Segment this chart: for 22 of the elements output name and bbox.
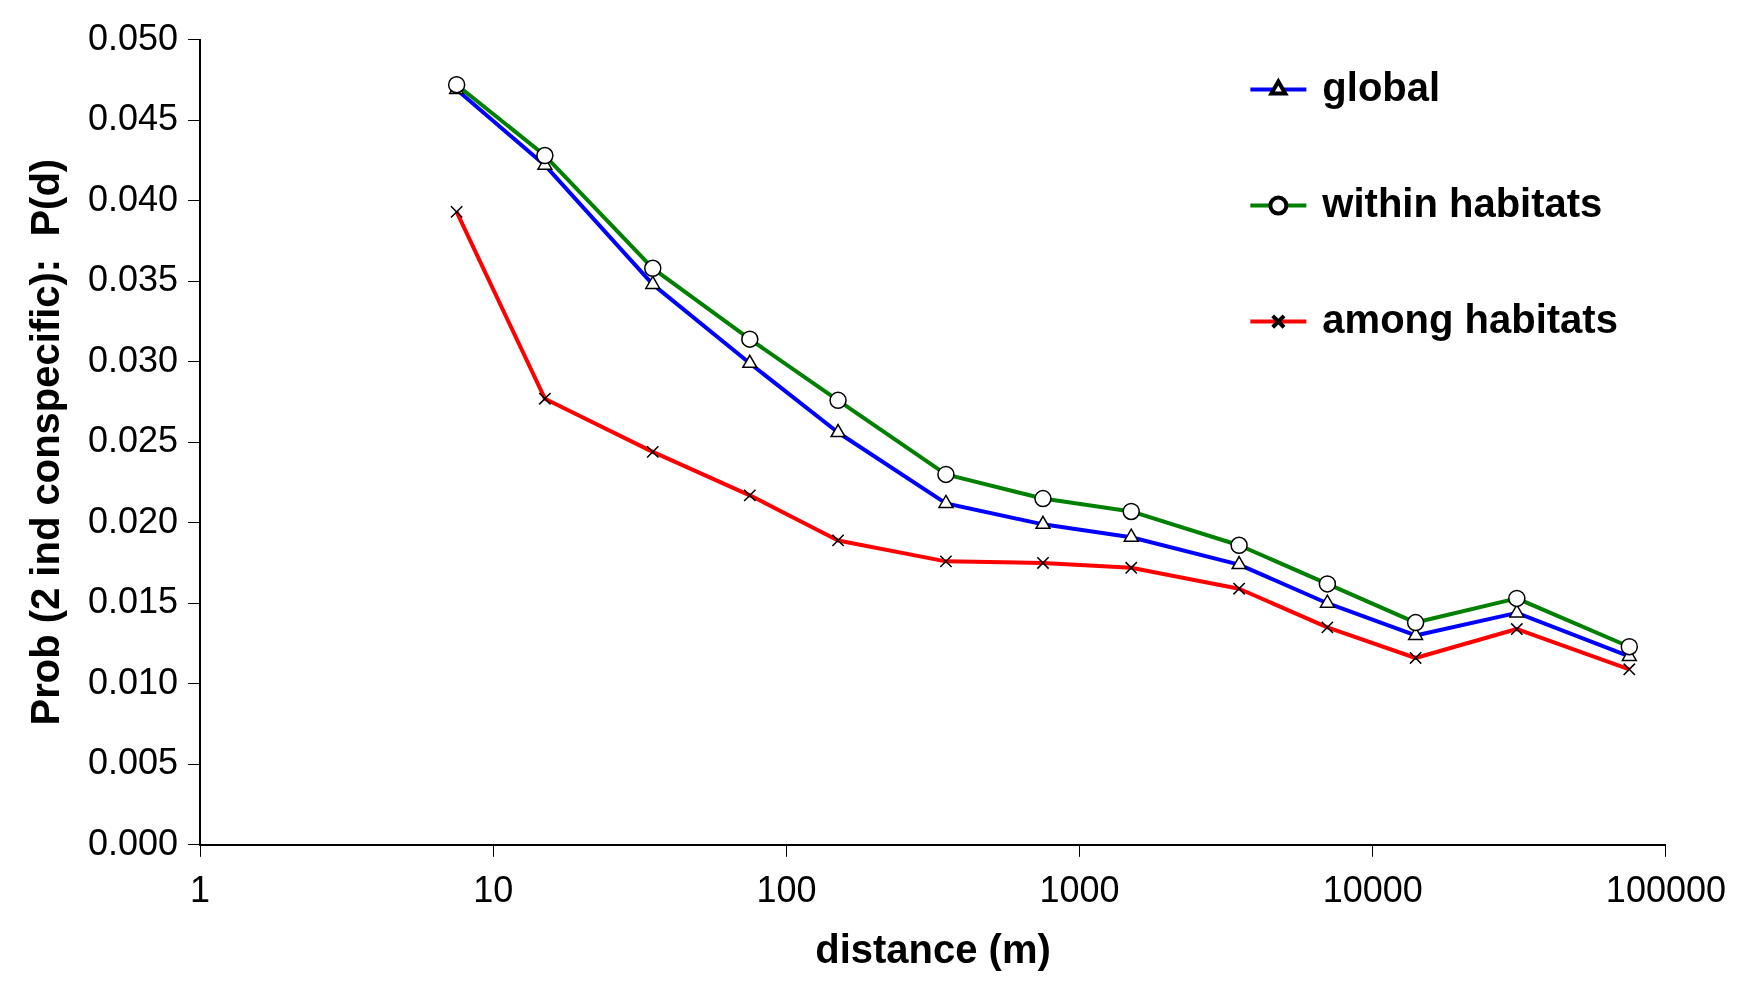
y-tick-label: 0.005	[87, 741, 179, 783]
legend-label: among habitats	[1322, 296, 1618, 341]
x-axis-title: distance (m)	[815, 927, 1051, 972]
x-tick-label: 100000	[1605, 869, 1727, 911]
y-tick-label: 0.035	[87, 258, 179, 300]
y-tick-label: 0.000	[87, 821, 179, 863]
legend-label: within habitats	[1321, 180, 1603, 225]
x-tick-label: 1	[190, 869, 211, 911]
x-tick-label: 10000	[1322, 869, 1423, 911]
y-tick-label: 0.010	[87, 660, 179, 702]
y-tick-label: 0.015	[87, 580, 179, 622]
x-tick-label: 10	[473, 869, 514, 911]
y-tick-label: 0.030	[87, 338, 179, 380]
x-tick-label: 100	[756, 869, 817, 911]
x-tick-label: 1000	[1039, 869, 1120, 911]
y-tick-label: 0.025	[87, 419, 179, 461]
y-tick-label: 0.020	[87, 499, 179, 541]
y-tick-label: 0.040	[87, 177, 179, 219]
y-axis-title: Prob (2 ind conspecific): P(d)	[23, 158, 68, 726]
y-tick-label: 0.045	[87, 97, 179, 139]
y-tick-label: 0.050	[87, 16, 179, 58]
legend-label: global	[1322, 64, 1441, 109]
